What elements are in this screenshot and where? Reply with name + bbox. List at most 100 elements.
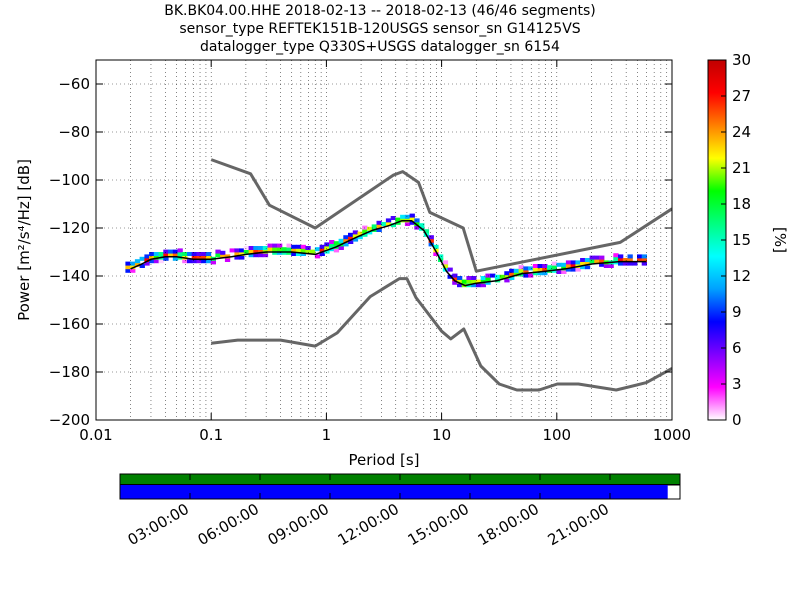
density-cell bbox=[229, 248, 235, 253]
density-cell bbox=[414, 218, 420, 223]
colorbar-label: [%] bbox=[771, 227, 789, 253]
density-cell bbox=[584, 261, 591, 266]
density-cell bbox=[471, 283, 477, 288]
density-cell bbox=[618, 254, 624, 259]
density-cell bbox=[291, 252, 297, 256]
density-cell bbox=[144, 258, 150, 262]
density-cell bbox=[362, 232, 368, 237]
density-cell bbox=[471, 279, 477, 284]
x-tick-label: 1 bbox=[322, 426, 332, 444]
density-cell bbox=[466, 276, 472, 280]
chart-title-line-2: sensor_type REFTEK151B-120USGS sensor_sn… bbox=[179, 21, 581, 37]
density-cell bbox=[513, 272, 520, 277]
density-cell bbox=[234, 248, 240, 253]
density-cell bbox=[191, 255, 197, 260]
density-cell bbox=[262, 246, 269, 250]
density-cell bbox=[551, 265, 557, 270]
density-cell bbox=[509, 276, 515, 280]
density-cell bbox=[172, 253, 179, 258]
density-cell bbox=[457, 276, 463, 280]
density-cell bbox=[172, 256, 179, 261]
density-cell bbox=[295, 248, 302, 253]
x-tick-label: 0.1 bbox=[199, 426, 223, 444]
density-cell bbox=[310, 249, 316, 254]
density-cell bbox=[139, 264, 145, 268]
density-cell bbox=[324, 242, 330, 247]
density-cell bbox=[367, 230, 373, 235]
density-cell bbox=[239, 255, 245, 260]
density-cell bbox=[575, 267, 581, 272]
density-cell bbox=[187, 252, 193, 256]
density-cell bbox=[565, 260, 572, 265]
density-cell bbox=[329, 240, 335, 244]
density-cell bbox=[537, 267, 543, 272]
density-cell bbox=[348, 232, 354, 237]
density-cell bbox=[253, 246, 259, 250]
density-cell bbox=[248, 253, 254, 258]
density-cell bbox=[561, 270, 567, 274]
density-cell bbox=[352, 234, 359, 238]
psd-mode-line bbox=[130, 220, 647, 287]
density-cell bbox=[144, 254, 150, 259]
density-cell bbox=[352, 237, 359, 242]
density-cell bbox=[314, 254, 321, 259]
density-cell bbox=[295, 244, 302, 249]
density-cell bbox=[376, 224, 382, 229]
y-tick-label: −100 bbox=[49, 171, 90, 189]
density-cell bbox=[163, 256, 169, 261]
density-cell bbox=[509, 272, 515, 277]
density-cell bbox=[641, 258, 647, 262]
density-cell bbox=[613, 253, 619, 258]
density-cell bbox=[205, 252, 212, 256]
density-cell bbox=[220, 250, 226, 255]
density-cell bbox=[395, 213, 401, 218]
density-cell bbox=[475, 283, 482, 288]
density-cell bbox=[139, 256, 145, 261]
density-cell bbox=[404, 214, 411, 219]
y-tick-label: −120 bbox=[49, 219, 90, 237]
density-cell bbox=[224, 254, 231, 259]
density-cell bbox=[338, 246, 344, 250]
density-cell bbox=[243, 246, 250, 250]
colorbar-tick-label: 18 bbox=[732, 195, 751, 213]
density-cell bbox=[404, 222, 411, 226]
density-cell bbox=[409, 220, 415, 225]
density-cell bbox=[409, 217, 415, 222]
density-cell bbox=[125, 268, 131, 273]
density-cell bbox=[509, 268, 515, 273]
density-cell bbox=[281, 250, 287, 255]
density-cell bbox=[134, 259, 141, 264]
density-cell bbox=[286, 243, 292, 248]
density-cell bbox=[182, 252, 188, 256]
density-cell bbox=[594, 259, 600, 264]
density-cell bbox=[196, 259, 202, 264]
density-cell bbox=[125, 265, 131, 270]
density-cell bbox=[452, 273, 458, 278]
density-cell bbox=[433, 252, 439, 256]
timeline-tick-label: 18:00:00 bbox=[475, 500, 542, 549]
density-cell bbox=[419, 223, 425, 228]
density-cell bbox=[447, 267, 453, 272]
density-cell bbox=[551, 261, 557, 266]
chart-title-line-1: BK.BK04.00.HHE 2018-02-13 -- 2018-02-13 … bbox=[164, 3, 596, 19]
density-cell bbox=[532, 271, 539, 276]
density-cell bbox=[324, 249, 330, 254]
density-cell bbox=[580, 258, 586, 262]
density-cell bbox=[632, 261, 638, 266]
density-cell bbox=[414, 225, 420, 230]
density-cell bbox=[163, 253, 169, 258]
density-cell bbox=[234, 252, 240, 256]
density-cell bbox=[324, 246, 330, 250]
density-cell bbox=[201, 252, 207, 256]
density-cell bbox=[291, 244, 297, 249]
density-cell bbox=[490, 273, 496, 278]
density-cell bbox=[381, 222, 387, 226]
density-cell bbox=[243, 249, 250, 254]
x-tick-label: 0.01 bbox=[79, 426, 112, 444]
y-tick-label: −200 bbox=[49, 411, 90, 429]
density-cell bbox=[575, 260, 581, 265]
density-cell bbox=[258, 249, 264, 254]
density-cell bbox=[589, 255, 595, 260]
colorbar-tick-label: 21 bbox=[732, 159, 751, 177]
